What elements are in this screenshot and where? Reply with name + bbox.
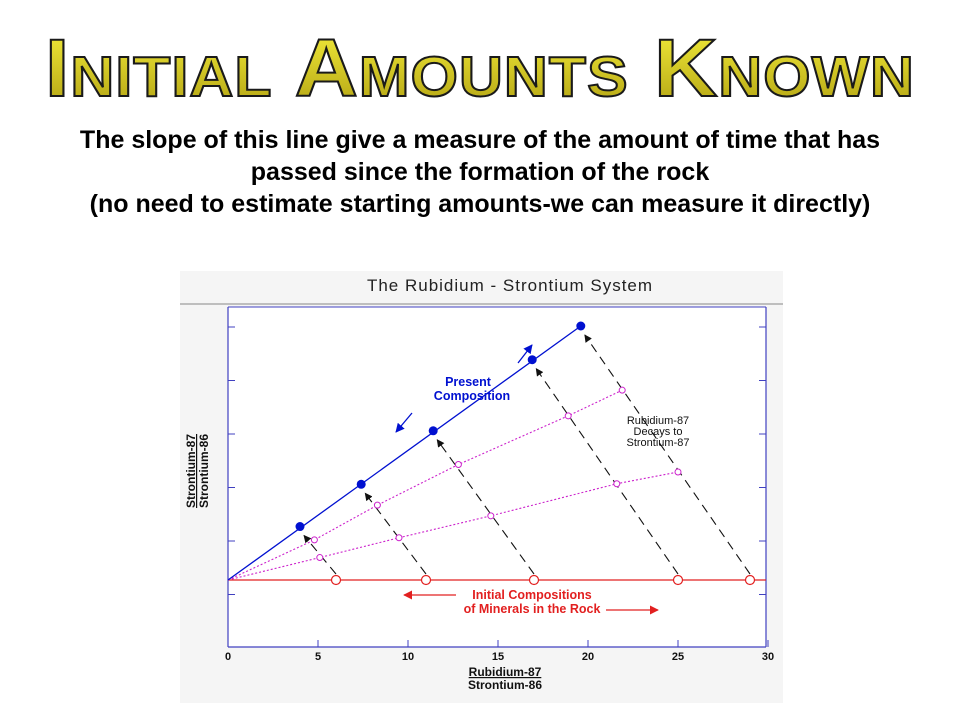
x-axis-label: Rubidium-87 Strontium-86: [468, 665, 542, 692]
initial-point: [672, 574, 684, 586]
slide-subtitle: The slope of this line give a measure of…: [30, 124, 930, 220]
decay-label-line-2: Decays to: [634, 426, 683, 438]
subtitle-line-2: passed since the formation of the rock: [250, 158, 710, 186]
intermediate-point: [316, 554, 324, 562]
present-point: [576, 321, 586, 331]
decay-label-line-3: Strontium-87: [627, 437, 690, 449]
x-tick-label: 15: [492, 651, 504, 663]
y-axis-label-denominator: Strontium-86: [197, 434, 211, 508]
present-label-line-2: Composition: [434, 389, 510, 403]
intermediate-point: [564, 412, 572, 420]
x-tick-label: 30: [762, 651, 774, 663]
x-axis-label-denominator: Strontium-86: [468, 678, 542, 692]
intermediate-point: [674, 468, 682, 476]
x-tick-label: 10: [402, 651, 414, 663]
x-tick-label: 5: [315, 651, 321, 663]
intermediate-point: [373, 501, 381, 509]
initial-point: [330, 574, 342, 586]
intermediate-line-2: [227, 389, 623, 581]
decay-label-line-1: Rubidium-87: [627, 415, 689, 427]
present-arrow-down: [395, 412, 413, 433]
subtitle-line-1: The slope of this line give a measure of…: [79, 126, 881, 154]
present-point: [295, 522, 305, 532]
decay-arrow: [303, 534, 337, 575]
decay-arrow: [535, 368, 679, 575]
plot-area: [228, 307, 766, 647]
initial-label-line-1: Initial Compositions: [472, 588, 591, 602]
axes: [227, 306, 769, 648]
decay-arrow: [436, 439, 535, 575]
x-tick-label: 25: [672, 651, 684, 663]
x-tick-label: 0: [225, 651, 231, 663]
decay-arrows: [303, 334, 751, 575]
present-point: [428, 426, 438, 436]
present-point: [356, 479, 366, 489]
present-label-line-1: Present: [445, 375, 492, 389]
intermediate-point: [487, 512, 495, 520]
series-points: [295, 321, 756, 586]
x-axis-label-numerator: Rubidium-87: [469, 665, 542, 679]
chart-title: The Rubidium - Strontium System: [367, 276, 653, 295]
intermediate-point: [310, 536, 318, 544]
slide-title-text: Initial Amounts Known: [45, 23, 915, 108]
present-isochron-line: [227, 325, 582, 581]
subtitle-line-3: (no need to estimate starting amounts-we…: [89, 190, 871, 218]
decay-annotation: Rubidium-87 Decays to Strontium-87: [627, 415, 690, 449]
initial-point: [420, 574, 432, 586]
intermediate-point: [613, 480, 621, 488]
slide-title: Initial Amounts Known: [44, 22, 915, 108]
initial-compositions-annotation: Initial Compositions of Minerals in the …: [403, 588, 659, 616]
decay-arrow: [584, 334, 751, 575]
initial-label-line-2: of Minerals in the Rock: [464, 602, 601, 616]
present-point: [527, 355, 537, 365]
present-arrow-up: [517, 344, 533, 364]
x-tick-labels: 0 5 10 15 20 25 30: [225, 651, 774, 663]
y-axis-label: Strontium-87 Strontium-86: [184, 434, 211, 508]
x-tick-label: 20: [582, 651, 594, 663]
initial-point: [528, 574, 540, 586]
intermediate-point: [395, 534, 403, 542]
intermediate-point: [618, 386, 626, 394]
rb-sr-isochron-figure: The Rubidium - Strontium System 0 5 10 15 20…: [180, 271, 783, 703]
y-axis-label-numerator: Strontium-87: [184, 434, 198, 508]
initial-point: [744, 574, 756, 586]
intermediate-point: [454, 460, 462, 468]
present-composition-annotation: Present Composition: [395, 344, 533, 433]
decay-arrow: [364, 492, 427, 575]
